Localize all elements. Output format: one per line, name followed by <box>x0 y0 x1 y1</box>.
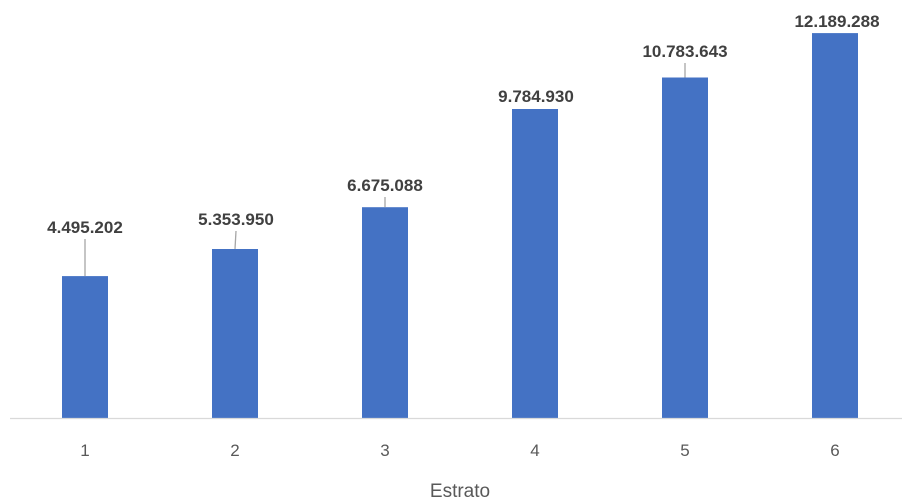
data-label-6: 12.189.288 <box>794 12 879 31</box>
bar-1 <box>62 276 108 418</box>
bar-4 <box>512 109 558 418</box>
x-tick-label-3: 3 <box>380 441 389 460</box>
x-tick-label-1: 1 <box>80 441 89 460</box>
data-label-3: 6.675.088 <box>347 176 423 195</box>
bar-2 <box>212 249 258 418</box>
data-labels-layer: 4.495.202 5.353.950 6.675.088 9.784.930 10.7… <box>47 12 879 237</box>
bars-layer <box>62 33 858 418</box>
x-axis-title: Estrato <box>430 481 490 502</box>
x-tick-label-2: 2 <box>230 441 239 460</box>
x-tick-label-4: 4 <box>530 441 539 460</box>
bar-3 <box>362 207 408 418</box>
data-label-1: 4.495.202 <box>47 218 123 237</box>
data-label-4: 9.784.930 <box>498 87 574 106</box>
bar-5 <box>662 77 708 418</box>
data-label-2: 5.353.950 <box>198 210 274 229</box>
leader-lines-layer <box>84 63 686 277</box>
data-label-5: 10.783.643 <box>642 42 727 61</box>
x-tick-labels-layer: 1 2 3 4 5 6 <box>80 441 839 460</box>
leader-line-2 <box>234 230 237 249</box>
x-tick-label-6: 6 <box>830 441 839 460</box>
x-tick-label-5: 5 <box>680 441 689 460</box>
bar-6 <box>812 33 858 418</box>
